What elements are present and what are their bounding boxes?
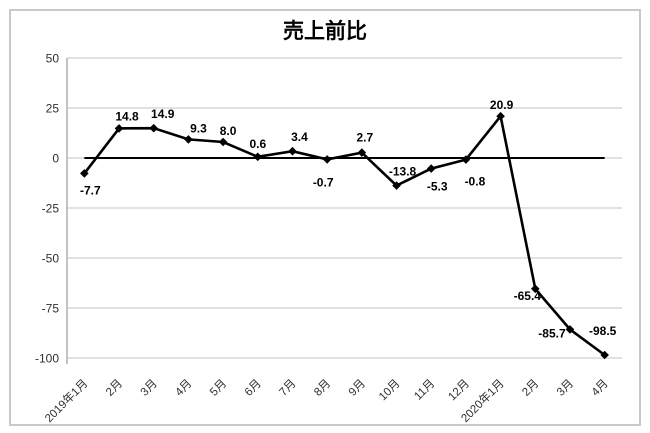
- data-point-label: -85.7: [538, 326, 566, 340]
- y-axis-tick-label: 50: [46, 52, 60, 66]
- x-axis-tick-label: 5月: [208, 378, 229, 399]
- x-axis-tick-label: 7月: [277, 378, 298, 399]
- x-axis-tick-label: 11月: [412, 378, 437, 403]
- x-axis-tick-label: 2019年1月: [42, 376, 91, 425]
- data-point-marker: [357, 148, 367, 157]
- series-line: [83, 113, 606, 357]
- data-point-label: 0.6: [249, 137, 266, 151]
- data-point-marker: [184, 135, 193, 144]
- data-point-label: -7.7: [80, 183, 101, 197]
- data-point-marker: [600, 350, 609, 360]
- y-axis-tick-label: 25: [46, 102, 60, 116]
- x-axis-tick-label: 2月: [104, 378, 125, 399]
- data-point-marker: [218, 137, 228, 147]
- x-axis-tick-label: 4月: [173, 378, 194, 399]
- data-point-marker: [530, 284, 540, 294]
- x-axis-tick-label: 6月: [243, 378, 264, 399]
- data-point-marker: [496, 111, 505, 121]
- data-point-label: 14.8: [115, 109, 139, 123]
- data-point-label: 14.9: [151, 107, 175, 121]
- data-point-label: 8.0: [220, 124, 237, 138]
- data-point-label: -65.4: [514, 289, 542, 303]
- y-axis-tick-label: -50: [42, 252, 60, 266]
- data-point-marker: [149, 123, 159, 133]
- data-point-marker: [80, 169, 89, 178]
- data-point-label: 2.7: [357, 131, 374, 145]
- x-axis-tick-label: 10月: [377, 378, 403, 404]
- data-point-label: -0.7: [313, 175, 334, 189]
- x-axis-tick-label: 4月: [590, 378, 611, 399]
- x-axis-tick-label: 9月: [347, 378, 368, 399]
- data-point-label: -98.5: [589, 324, 617, 338]
- data-point-label: -5.3: [427, 180, 448, 194]
- data-point-marker: [253, 152, 263, 162]
- chart-frame: [9, 9, 641, 426]
- x-axis-tick-label: 2月: [520, 378, 541, 399]
- data-point-marker: [114, 124, 124, 133]
- y-axis-tick-label: -25: [42, 202, 60, 216]
- data-point-label: 3.4: [291, 130, 308, 144]
- data-point-marker: [322, 155, 332, 164]
- chart-title: 売上前比: [283, 20, 367, 43]
- data-point-marker: [392, 181, 401, 190]
- y-axis-tick-label: -75: [42, 302, 60, 316]
- data-point-label: 9.3: [190, 121, 207, 135]
- data-point-marker: [426, 164, 436, 173]
- y-axis-tick-label: 0: [52, 152, 59, 166]
- x-axis-tick-label: 8月: [312, 378, 333, 399]
- y-axis-tick-label: -100: [35, 352, 59, 366]
- x-axis-tick-label: 3月: [555, 378, 576, 399]
- x-axis-tick-label: 12月: [446, 378, 472, 404]
- x-axis-tick-label: 3月: [139, 378, 160, 399]
- data-point-marker: [461, 155, 471, 164]
- data-point-marker: [565, 325, 575, 334]
- data-point-label: -13.8: [389, 165, 417, 179]
- data-point-label: 20.9: [490, 98, 514, 112]
- data-point-label: -0.8: [465, 175, 486, 189]
- data-point-marker: [288, 146, 297, 156]
